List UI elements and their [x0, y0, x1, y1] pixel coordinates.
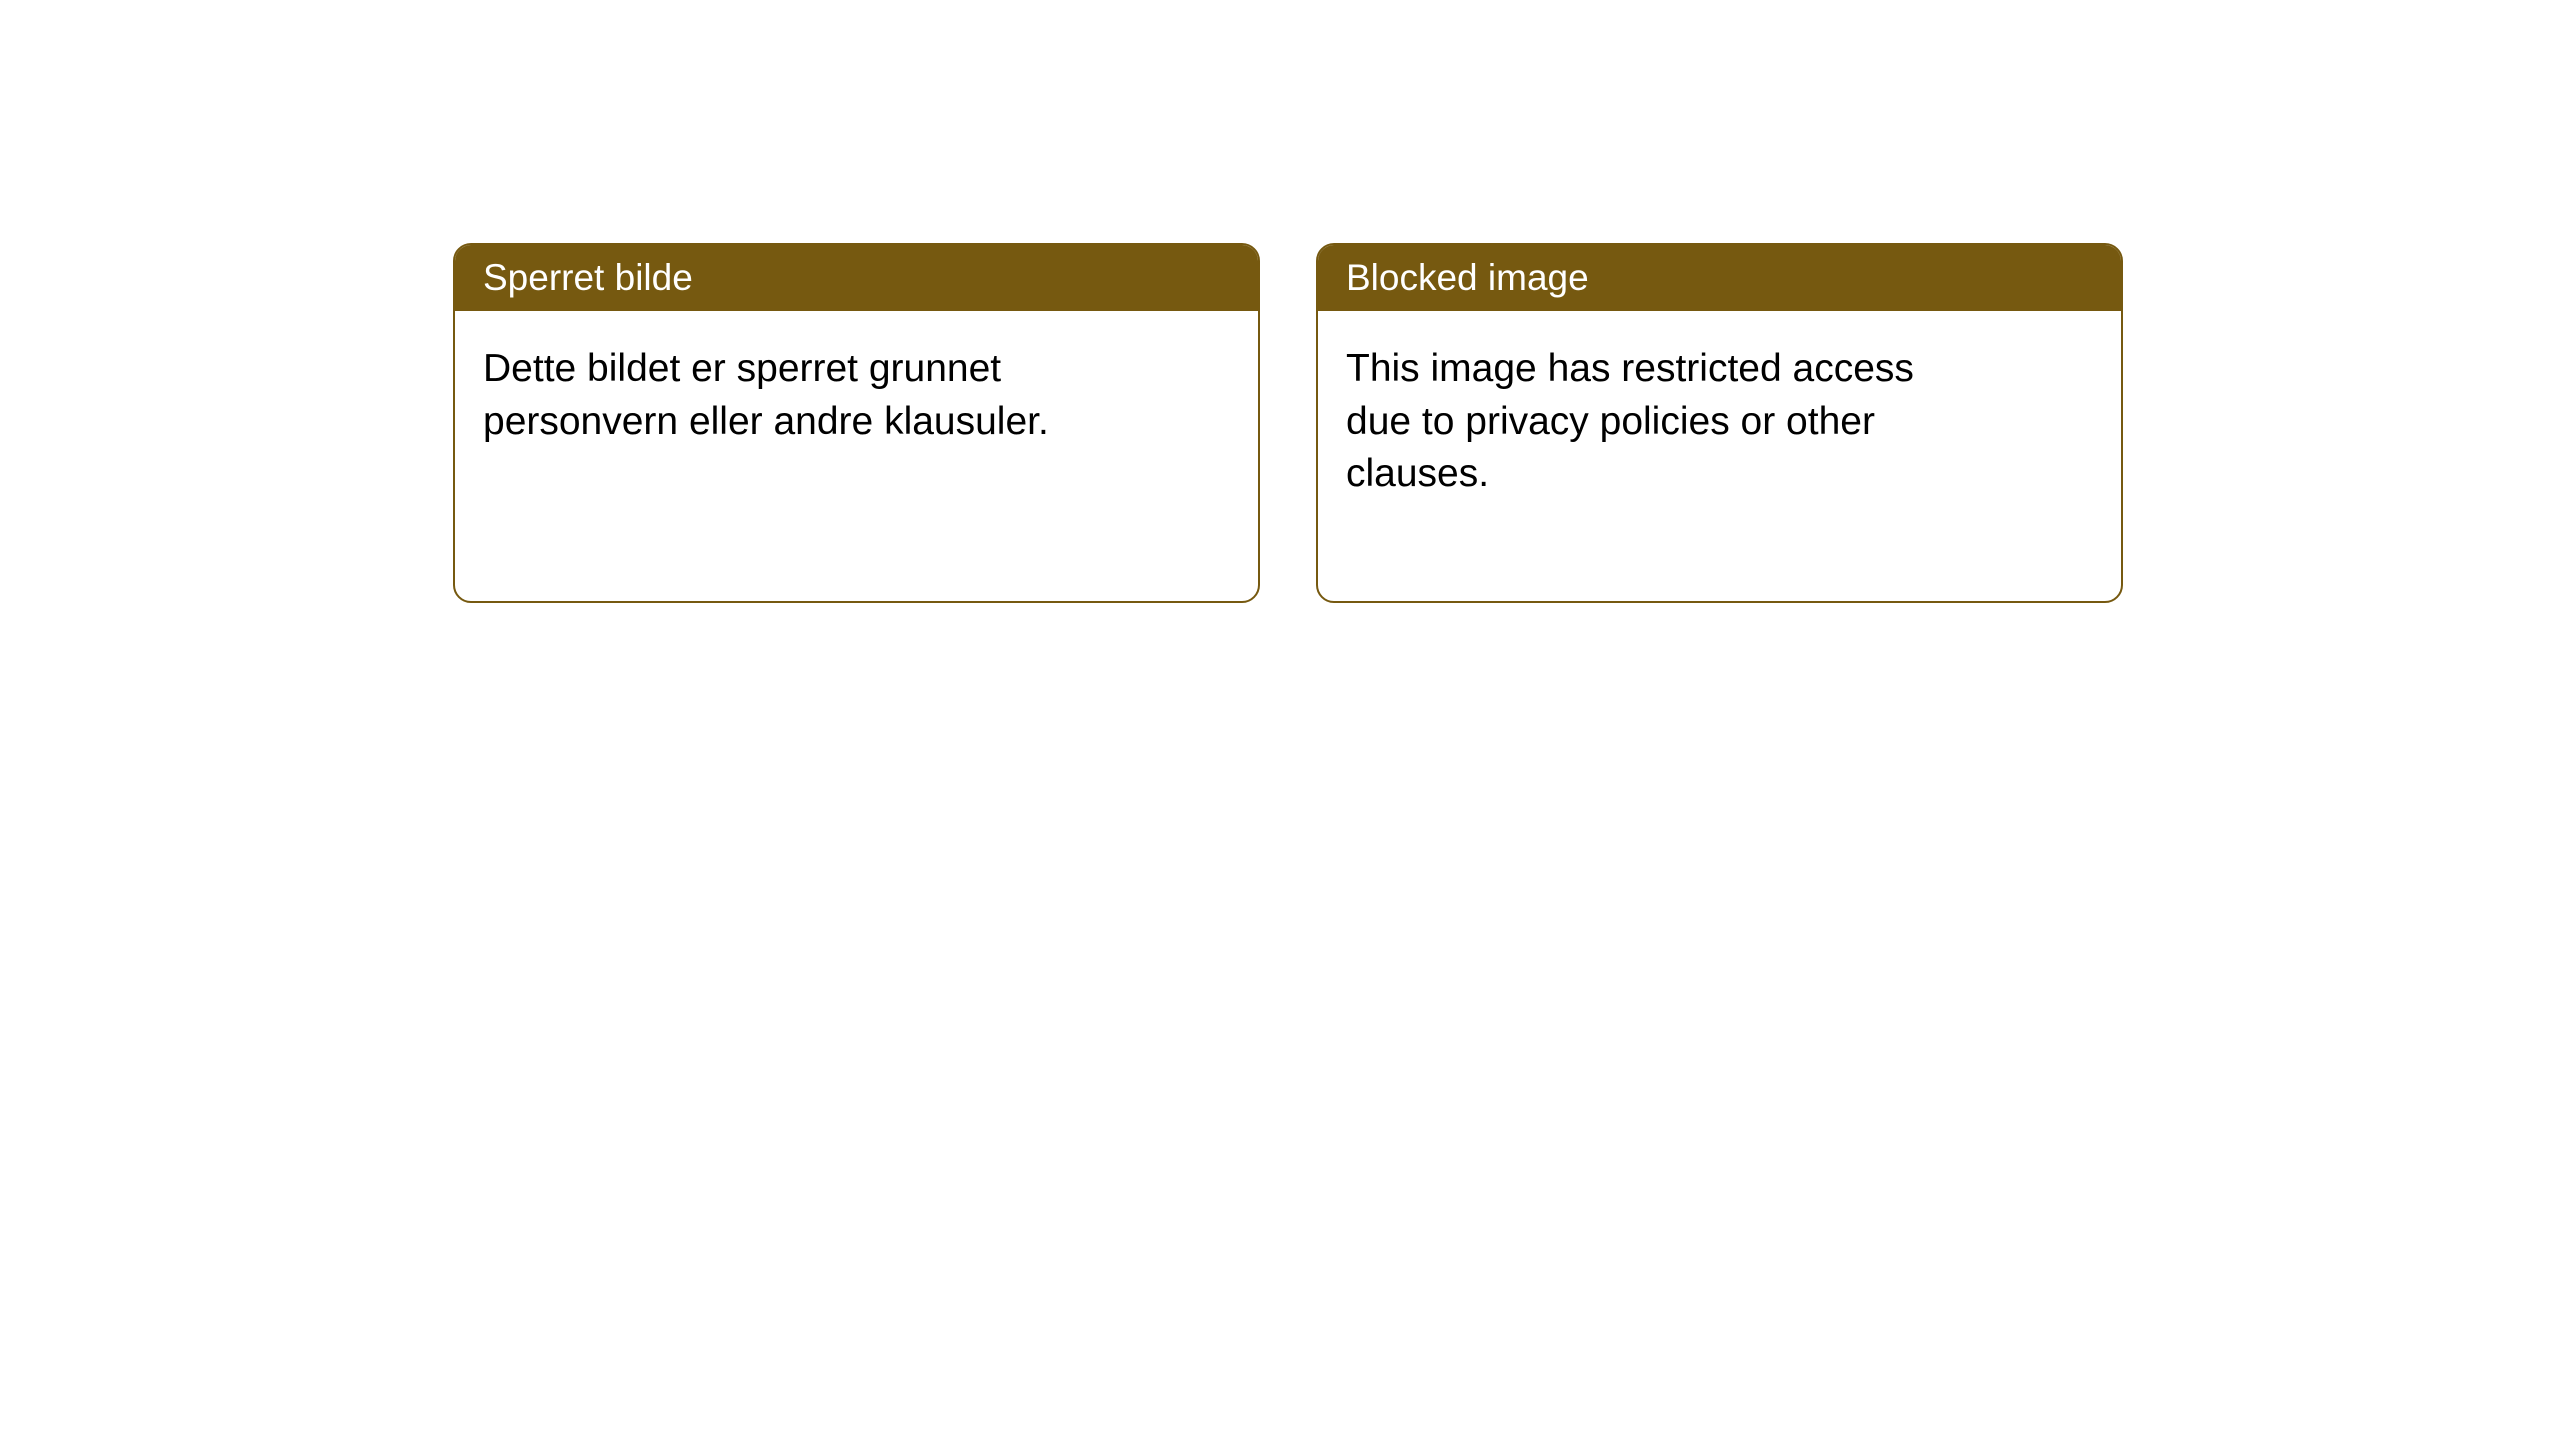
blocked-image-notices: Sperret bilde Dette bildet er sperret gr…: [453, 243, 2123, 603]
notice-body: This image has restricted access due to …: [1318, 311, 1998, 601]
notice-body-text: This image has restricted access due to …: [1346, 347, 1914, 495]
notice-title: Sperret bilde: [483, 257, 693, 298]
notice-body-text: Dette bildet er sperret grunnet personve…: [483, 347, 1049, 443]
notice-title: Blocked image: [1346, 257, 1589, 298]
notice-card-norwegian: Sperret bilde Dette bildet er sperret gr…: [453, 243, 1260, 603]
notice-card-english: Blocked image This image has restricted …: [1316, 243, 2123, 603]
notice-body: Dette bildet er sperret grunnet personve…: [455, 311, 1135, 548]
notice-header: Sperret bilde: [455, 245, 1258, 311]
notice-header: Blocked image: [1318, 245, 2121, 311]
